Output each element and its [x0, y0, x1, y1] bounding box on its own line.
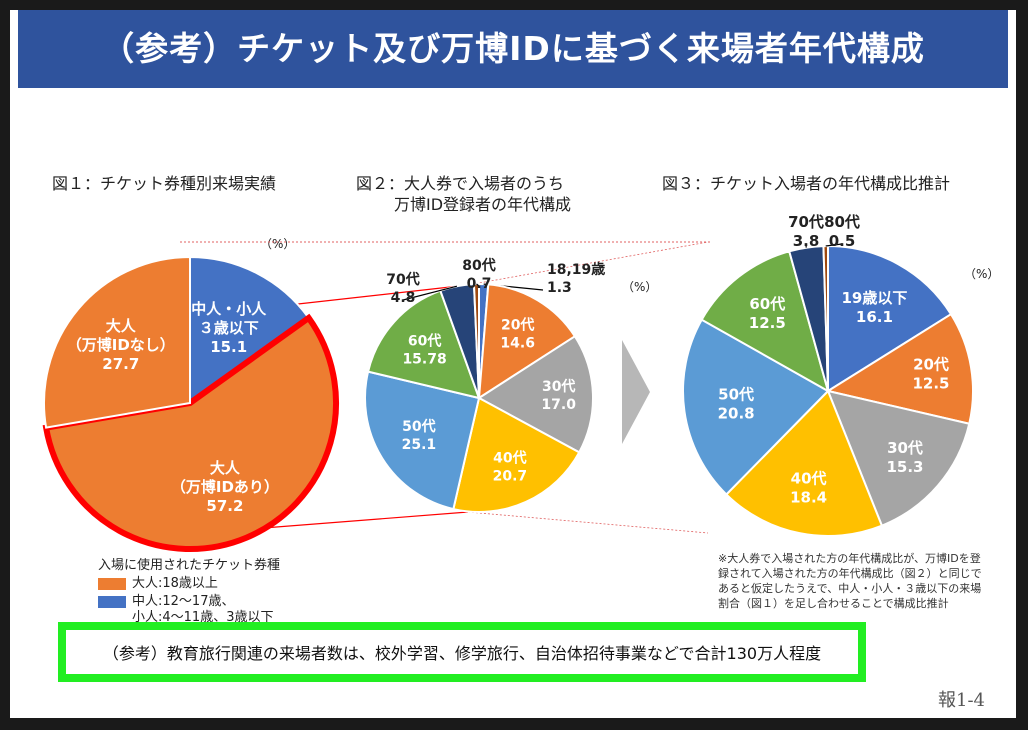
fig2-label-7-1: 0.7: [467, 276, 492, 292]
legend-title: 入場に使用されたチケット券種: [98, 558, 281, 573]
fig2-label-1-1: 14.6: [500, 335, 535, 351]
fig3-pie: 19歳以下16.120代12.530代15.340代18.450代20.860代…: [682, 213, 974, 537]
fig3-label-0-1: 16.1: [856, 308, 893, 326]
guide-line-fig2: [467, 241, 709, 286]
fig1-label-2-2: 27.7: [102, 355, 139, 373]
fig2-label-3-0: 40代: [493, 450, 526, 467]
fig2-pie: 18,19歳 1.3 20代 14.6 30代 17.0 40代 20.7 50代 25.1 60代…: [364, 257, 605, 513]
fig2-title-line2: 万博ID登録者の年代構成: [394, 195, 572, 214]
connector-line-top: [279, 284, 469, 307]
fig2-slice-2: [477, 334, 594, 454]
fig1-label-1-2: 57.2: [206, 497, 243, 515]
page-number: 報1-4: [938, 690, 985, 711]
fig2-label-0-1: 1.3: [547, 280, 572, 296]
fig3-unit: （%）: [964, 267, 1000, 281]
fig3-slice-5: [700, 250, 830, 394]
fig3-slice-1: [825, 312, 974, 425]
charts-canvas: 中人・小人３歳以下15.1大人（万博IDあり）57.2大人（万博IDなし）27.…: [42, 213, 974, 552]
fig1-slice-2: [43, 255, 191, 429]
fig3-label-3-0: 40代: [791, 469, 827, 487]
fig1-unit: （%）: [260, 237, 296, 251]
fig3-label-1-0: 20代: [913, 356, 949, 374]
legend-label-child-1: 中人:12～17歳、: [132, 594, 235, 609]
fig3-label-7-0: 80代: [824, 213, 860, 231]
fig3-label-2-0: 30代: [887, 439, 923, 457]
fig2-label-4-0: 50代: [402, 418, 435, 435]
fig3-label-1-1: 12.5: [912, 375, 949, 393]
fig2-slice-5: [366, 289, 481, 400]
fig3-label-6-1: 3.8: [793, 232, 820, 250]
fig3-label-4-1: 20.8: [718, 405, 755, 423]
fig3-label-6-0: 70代: [788, 213, 824, 231]
fig2-leader-7: [476, 283, 480, 287]
fig2-label-6-0: 70代: [386, 271, 419, 288]
fig2-unit: （%）: [622, 280, 658, 294]
fig1-pie: 中人・小人３歳以下15.1大人（万博IDあり）57.2大人（万博IDなし）27.…: [42, 255, 339, 552]
fig1-label-0-2: 15.1: [210, 338, 247, 356]
reference-box: （参考）教育旅行関連の来場者数は、校外学習、修学旅行、自治体招待事業などで合計1…: [58, 622, 866, 682]
fig2-label-7-0: 80代: [462, 257, 495, 274]
fig3-label-5-0: 60代: [749, 295, 785, 313]
fig2-leader-6: [402, 285, 458, 301]
fig2-label-0-0: 18,19歳: [547, 261, 605, 278]
fig2-slice-3: [452, 396, 581, 513]
fig2-label-5-0: 60代: [408, 332, 441, 349]
legend-item-child: 中人:12～17歳、 小人:4～11歳、3歳以下: [98, 594, 280, 626]
legend-label-child-2: 小人:4～11歳、3歳以下: [132, 610, 274, 625]
slide: （参考）チケット及び万博IDに基づく来場者年代構成 図１：チケット券種別来場実績…: [10, 10, 1016, 718]
page-title: （参考）チケット及び万博IDに基づく来場者年代構成: [18, 10, 1008, 88]
legend-swatch-child: [98, 596, 126, 608]
legend-label-adult: 大人:18歳以上: [132, 576, 218, 591]
fig3-title: 図３：チケット入場者の年代構成比推計: [662, 174, 951, 193]
fig1-highlight-outline: [42, 313, 339, 552]
fig3-label-4-0: 50代: [718, 386, 754, 404]
fig3-label-3-1: 18.4: [790, 488, 827, 506]
guide-line-fig2-bottom: [467, 511, 709, 534]
fig3-label-7-1: 0.5: [829, 232, 856, 250]
arrow-chevron: [622, 340, 650, 444]
fig2-label-1-0: 20代: [501, 316, 534, 333]
fig1-slice-0: [189, 255, 311, 405]
legend-item-adult: 大人:18歳以上: [98, 576, 280, 592]
legend-swatch-adult: [98, 578, 126, 590]
fig3-label-5-1: 12.5: [749, 314, 786, 332]
fig3-leader-7: [825, 243, 843, 247]
fig2-label-5-1: 15.78: [402, 351, 446, 367]
fig1-title: 図１：チケット券種別来場実績: [52, 174, 277, 193]
fig1-label-1-1: （万博IDあり）: [171, 478, 279, 496]
fig3-slice-4: [682, 318, 830, 496]
fig3-slice-0: [827, 244, 953, 393]
reference-text: （参考）教育旅行関連の来場者数は、校外学習、修学旅行、自治体招待事業などで合計1…: [102, 644, 822, 663]
fig1-label-1-0: 大人: [210, 459, 241, 477]
footnote: ※大人券で入場された方の年代構成比が、万博IDを登録されて入場された方の年代構成…: [718, 552, 982, 610]
fig3-label-0-0: 19歳以下: [841, 289, 907, 307]
fig1-label-2-1: （万博IDなし）: [67, 336, 175, 354]
fig2-label-6-1: 4.8: [391, 290, 416, 306]
fig1-label-0-0: 中人・小人: [191, 300, 267, 318]
fig2-label-2-1: 17.0: [541, 397, 576, 413]
fig1-label-2-0: 大人: [106, 317, 137, 335]
fig3-label-2-1: 15.3: [886, 458, 923, 476]
fig2-title-line1: 図２：大人券で入場者のうち: [356, 174, 565, 193]
fig2-label-2-0: 30代: [542, 378, 575, 395]
fig1-label-0-1: ３歳以下: [199, 319, 259, 337]
fig3-slice-3: [724, 389, 884, 537]
fig2-label-3-1: 20.7: [493, 469, 528, 485]
fig2-label-4-1: 25.1: [402, 437, 437, 453]
fig2-slice-1: [477, 283, 577, 400]
legend: 入場に使用されたチケット券種 大人:18歳以上 中人:12～17歳、 小人:4～…: [98, 558, 280, 626]
fig2-slice-4: [364, 370, 481, 511]
fig3-slice-2: [826, 389, 971, 527]
